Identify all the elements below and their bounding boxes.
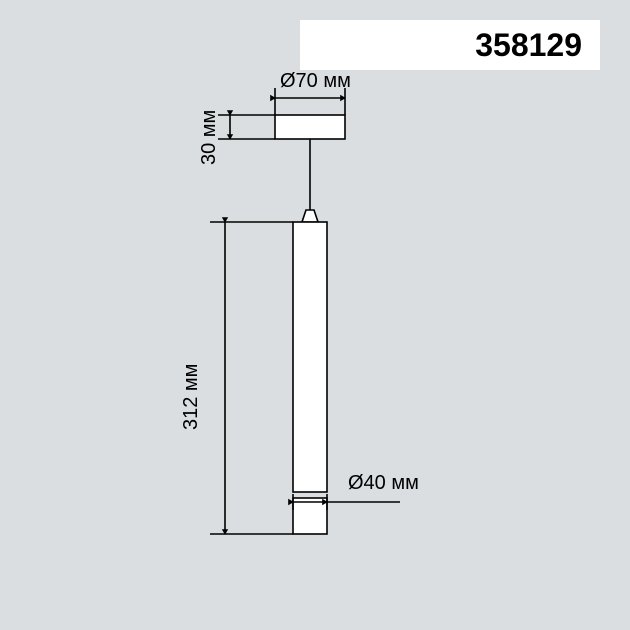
- technical-drawing: [0, 0, 630, 630]
- product-number-badge: 358129: [300, 20, 600, 70]
- tube-height-label: 312 мм: [180, 364, 203, 430]
- tube-diameter-label: Ø40 мм: [348, 472, 419, 495]
- product-number-text: 358129: [475, 27, 582, 64]
- canopy-diameter-label: Ø70 мм: [280, 70, 351, 93]
- diagram-stage: 358129 Ø70 мм 30 мм 312 мм Ø40 мм: [0, 0, 630, 630]
- canopy-height-label: 30 мм: [198, 110, 221, 165]
